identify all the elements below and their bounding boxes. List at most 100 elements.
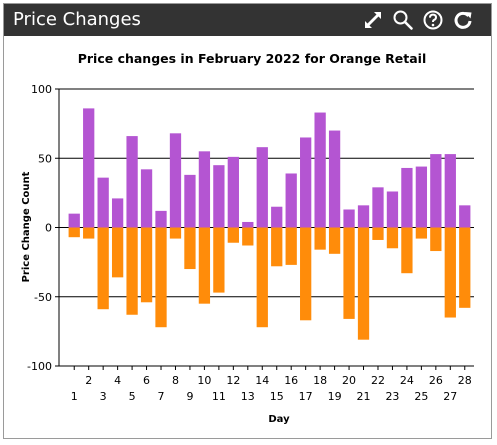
bar-negative	[386, 227, 399, 249]
bar-positive	[328, 130, 341, 228]
x-tick-label: 14	[255, 374, 269, 387]
x-tick-label: 18	[313, 374, 327, 387]
bar-positive	[386, 191, 399, 228]
x-tick-label: 10	[197, 374, 211, 387]
x-tick-label: 11	[212, 390, 226, 403]
x-tick-label: 1	[71, 390, 78, 403]
x-tick-label: 4	[114, 374, 121, 387]
bar-negative	[343, 227, 355, 319]
bar-negative	[444, 227, 456, 318]
widget-title: Price Changes	[13, 9, 141, 30]
chart-title: Price changes in February 2022 for Orang…	[78, 51, 427, 66]
bar-negative	[459, 227, 471, 308]
chart-bars	[68, 108, 471, 340]
bar-positive	[227, 156, 239, 228]
bar-negative	[155, 227, 167, 328]
bar-positive	[242, 221, 254, 228]
chart-axes: 100500-50-100123456789101112131415161718…	[27, 83, 474, 403]
bar-negative	[97, 227, 109, 310]
bar-positive	[140, 169, 153, 228]
x-tick-label: 6	[143, 374, 150, 387]
x-tick-label: 19	[328, 390, 342, 403]
x-tick-label: 13	[241, 390, 255, 403]
y-axis-label: Price Change Count	[21, 171, 32, 282]
x-tick-label: 28	[458, 374, 472, 387]
y-tick-label: 50	[38, 152, 52, 165]
x-tick-label: 15	[270, 390, 284, 403]
x-tick-label: 25	[414, 390, 428, 403]
bar-negative	[213, 227, 225, 293]
x-tick-label: 22	[371, 374, 385, 387]
bar-positive	[126, 136, 138, 228]
bar-positive	[169, 133, 182, 228]
bar-positive	[256, 147, 268, 228]
bar-positive	[372, 187, 384, 228]
bar-positive	[285, 173, 297, 228]
x-tick-label: 21	[357, 390, 371, 403]
bar-positive	[300, 137, 312, 228]
bar-negative	[271, 227, 283, 267]
x-tick-label: 17	[299, 390, 313, 403]
bar-negative	[430, 227, 442, 252]
bar-positive	[314, 112, 326, 228]
bar-negative	[256, 227, 268, 328]
y-tick-label: 100	[31, 83, 52, 96]
magnifier-icon[interactable]	[392, 9, 414, 31]
x-tick-label: 9	[186, 390, 193, 403]
bar-negative	[140, 227, 153, 303]
bar-negative	[198, 227, 211, 304]
bar-negative	[184, 227, 196, 270]
bar-positive	[459, 205, 471, 228]
bar-positive	[155, 210, 167, 228]
bar-positive	[97, 177, 109, 228]
bar-negative	[83, 227, 95, 239]
bar-negative	[111, 227, 124, 278]
y-tick-label: 0	[45, 222, 52, 235]
bar-negative	[357, 227, 370, 340]
bar-positive	[184, 174, 196, 228]
expand-arrows-icon[interactable]	[362, 9, 384, 31]
bar-negative	[242, 227, 254, 246]
bar-positive	[111, 198, 124, 228]
bar-positive	[415, 166, 428, 228]
bar-negative	[401, 227, 413, 274]
refresh-icon[interactable]	[452, 9, 474, 31]
bar-negative	[126, 227, 138, 315]
y-tick-label: -50	[34, 291, 52, 304]
bar-positive	[198, 151, 211, 228]
x-tick-label: 12	[226, 374, 240, 387]
x-axis-label: Day	[268, 414, 290, 425]
x-tick-label: 16	[284, 374, 298, 387]
bar-negative	[415, 227, 428, 239]
bar-positive	[430, 154, 442, 228]
bar-positive	[444, 154, 456, 228]
widget-header: Price Changes	[4, 4, 491, 36]
x-tick-label: 24	[400, 374, 414, 387]
price-changes-widget: Price Changes Price	[3, 3, 492, 439]
bar-positive	[83, 108, 95, 228]
bar-positive	[271, 206, 283, 228]
x-tick-label: 23	[385, 390, 399, 403]
bar-positive	[401, 167, 413, 228]
price-changes-chart: Price changes in February 2022 for Orang…	[21, 51, 474, 425]
bar-negative	[372, 227, 384, 240]
bar-negative	[328, 227, 341, 254]
bar-negative	[68, 227, 80, 238]
bar-positive	[357, 205, 370, 228]
bar-positive	[68, 213, 80, 228]
x-tick-label: 20	[342, 374, 356, 387]
bar-negative	[227, 227, 239, 243]
x-tick-label: 5	[129, 390, 136, 403]
x-tick-label: 27	[443, 390, 457, 403]
x-tick-label: 2	[85, 374, 92, 387]
bar-negative	[300, 227, 312, 321]
bar-negative	[285, 227, 297, 265]
bar-negative	[314, 227, 326, 250]
y-tick-label: -100	[27, 360, 52, 373]
x-tick-label: 26	[429, 374, 443, 387]
bar-positive	[343, 209, 355, 228]
bar-negative	[169, 227, 182, 239]
bar-positive	[213, 165, 225, 228]
x-tick-label: 3	[100, 390, 107, 403]
question-circle-icon[interactable]	[422, 9, 444, 31]
